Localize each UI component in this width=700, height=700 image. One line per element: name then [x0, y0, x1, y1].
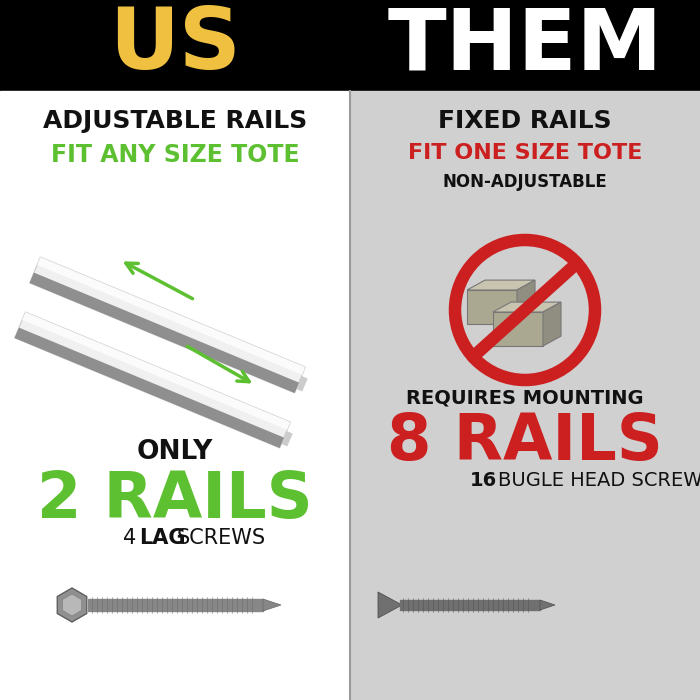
- Polygon shape: [493, 312, 543, 346]
- Polygon shape: [15, 328, 284, 448]
- Text: NON-ADJUSTABLE: NON-ADJUSTABLE: [442, 173, 608, 191]
- Polygon shape: [540, 600, 555, 610]
- Bar: [400, 600, 540, 610]
- Bar: [88, 599, 263, 611]
- Polygon shape: [378, 592, 402, 618]
- Polygon shape: [62, 594, 81, 616]
- Polygon shape: [29, 272, 299, 393]
- Polygon shape: [543, 302, 561, 346]
- Text: FIT ANY SIZE TOTE: FIT ANY SIZE TOTE: [50, 143, 300, 167]
- Text: FIT ONE SIZE TOTE: FIT ONE SIZE TOTE: [408, 143, 642, 163]
- Text: REQUIRES MOUNTING: REQUIRES MOUNTING: [406, 389, 644, 407]
- Bar: [0, 91, 350, 700]
- Polygon shape: [493, 302, 561, 312]
- Text: THEM: THEM: [387, 4, 663, 87]
- Polygon shape: [15, 312, 290, 448]
- Text: 8 RAILS: 8 RAILS: [387, 411, 663, 473]
- Polygon shape: [467, 290, 517, 324]
- Polygon shape: [22, 312, 290, 430]
- Polygon shape: [517, 280, 535, 324]
- Bar: [0, 0, 700, 91]
- Polygon shape: [29, 257, 305, 393]
- Text: BUGLE HEAD SCREWS: BUGLE HEAD SCREWS: [498, 470, 700, 489]
- Text: 4: 4: [123, 528, 136, 548]
- Text: ONLY: ONLY: [136, 439, 214, 465]
- Text: LAG: LAG: [139, 528, 186, 548]
- Text: 2 RAILS: 2 RAILS: [37, 469, 313, 531]
- Text: FIXED RAILS: FIXED RAILS: [438, 109, 612, 133]
- Polygon shape: [467, 280, 535, 290]
- Text: SCREWS: SCREWS: [177, 528, 266, 548]
- Bar: [350, 91, 700, 700]
- Text: ADJUSTABLE RAILS: ADJUSTABLE RAILS: [43, 109, 307, 133]
- Polygon shape: [22, 323, 293, 447]
- Text: 16: 16: [470, 470, 497, 489]
- Polygon shape: [57, 588, 87, 622]
- Polygon shape: [37, 269, 308, 391]
- Text: US: US: [109, 4, 241, 87]
- Polygon shape: [263, 599, 281, 611]
- Polygon shape: [37, 257, 305, 374]
